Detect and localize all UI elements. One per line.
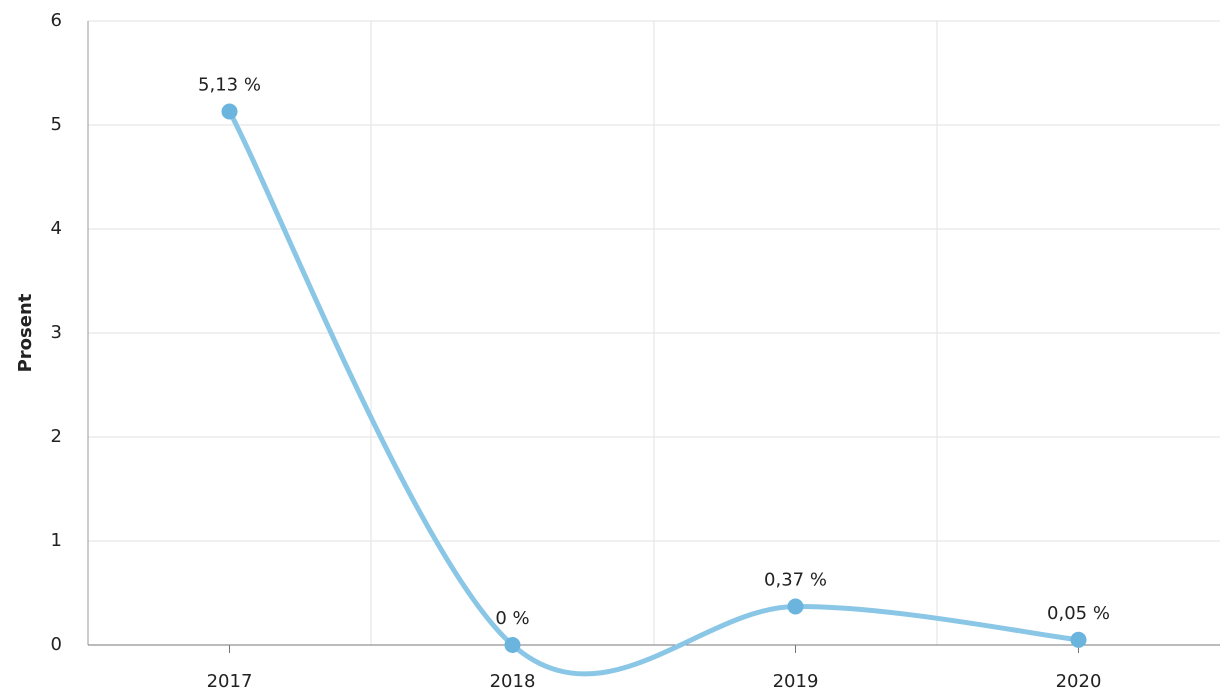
line [227, 108, 1081, 677]
x-tick-label: 2019 [773, 671, 819, 692]
marker [787, 598, 804, 615]
data-label: 0 % [495, 608, 529, 629]
marker [1070, 631, 1087, 648]
data-label: 0,37 % [764, 570, 827, 591]
y-tick-label: 6 [51, 10, 62, 31]
x-tick-label: 2018 [490, 671, 536, 692]
y-tick-label: 1 [51, 530, 62, 551]
y-tick-label: 2 [51, 426, 62, 447]
x-tick-label: 2020 [1056, 671, 1102, 692]
data-label: 0,05 % [1047, 603, 1110, 624]
y-tick-label: 0 [51, 634, 62, 655]
marker [221, 103, 238, 120]
y-tick-label: 3 [51, 322, 62, 343]
x-tick-label: 2017 [207, 671, 253, 692]
data-label: 5,13 % [198, 74, 261, 95]
marker [504, 637, 521, 653]
y-tick-label: 4 [51, 218, 62, 239]
y-tick-label: 5 [51, 114, 62, 135]
y-axis-label: Prosent [15, 293, 36, 372]
